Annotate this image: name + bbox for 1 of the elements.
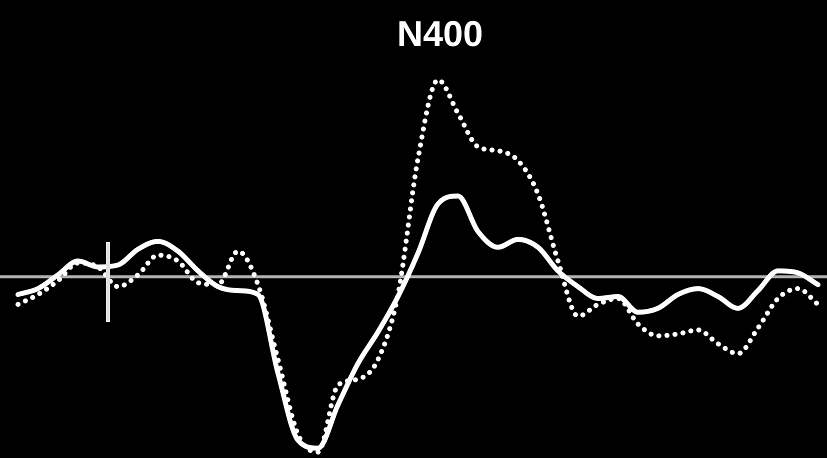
chart-title: N400	[396, 12, 484, 54]
